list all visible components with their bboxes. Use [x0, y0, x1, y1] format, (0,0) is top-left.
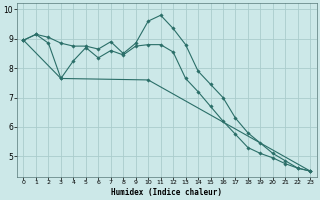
X-axis label: Humidex (Indice chaleur): Humidex (Indice chaleur)	[111, 188, 222, 197]
